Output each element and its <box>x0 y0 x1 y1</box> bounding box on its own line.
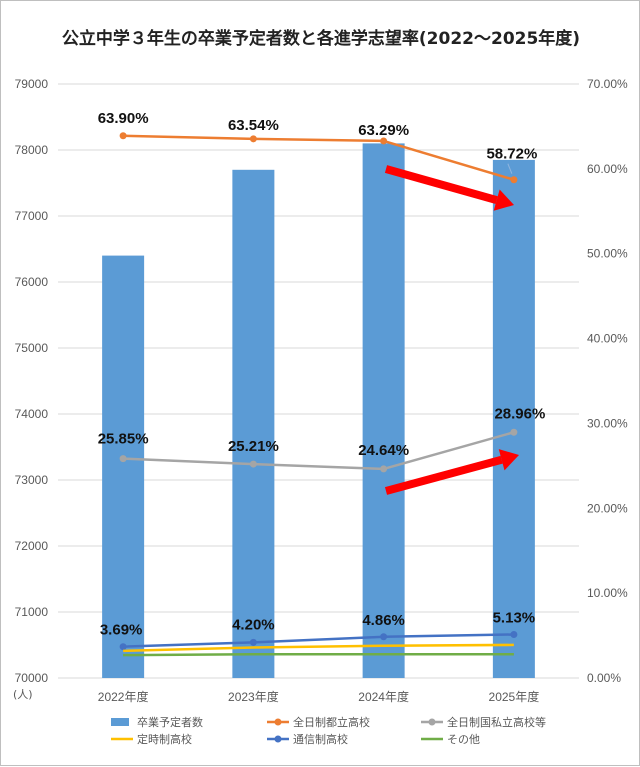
y-left-tick-label: 74000 <box>15 407 49 421</box>
bar <box>102 255 145 678</box>
series-line <box>123 633 514 648</box>
y-right-tick-label: 30.00% <box>587 416 628 430</box>
y-left-unit-label: (人) <box>13 688 33 701</box>
legend-item: 定時制高校 <box>111 732 192 746</box>
legend-label: 定時制高校 <box>137 732 192 746</box>
series-line <box>123 134 515 181</box>
x-tick-label: 2022年度 <box>98 689 149 704</box>
data-label: 58.72% <box>486 146 537 163</box>
y-right-tick-label: 10.00% <box>587 586 628 600</box>
y-right-tick-label: 20.00% <box>587 501 628 515</box>
y-right-tick-label: 70.00% <box>587 77 628 91</box>
legend-marker <box>274 735 282 743</box>
y-left-tick-label: 78000 <box>15 143 49 157</box>
y-left-tick-label: 75000 <box>15 341 49 355</box>
legend-marker <box>428 718 436 726</box>
increase-arrow-head <box>498 449 519 471</box>
data-label: 24.64% <box>358 442 409 459</box>
chart-title: 公立中学３年生の卒業予定者数と各進学志望率(2022～2025年度) <box>62 28 580 49</box>
x-tick-label: 2024年度 <box>358 689 409 704</box>
y-left-tick-label: 77000 <box>15 209 49 223</box>
y-left-tick-label: 73000 <box>15 473 49 487</box>
legend-marker <box>274 718 282 726</box>
y-left-tick-label: 71000 <box>15 605 49 619</box>
legend-label: その他 <box>447 733 480 746</box>
y-left-tick-label: 72000 <box>15 539 49 553</box>
increase-arrow-shaft <box>384 455 503 495</box>
series-point <box>510 176 518 184</box>
bar <box>492 159 535 678</box>
data-label: 4.20% <box>232 616 275 633</box>
data-label: 63.54% <box>228 117 279 134</box>
y-right-tick-label: 50.00% <box>587 247 628 261</box>
legend-item: その他 <box>421 733 480 746</box>
bar-series <box>102 143 535 679</box>
series-point <box>510 428 518 436</box>
series-point <box>510 630 518 638</box>
y-left-tick-label: 79000 <box>15 77 49 91</box>
data-label: 25.21% <box>228 438 279 455</box>
y-right-tick-label: 60.00% <box>587 162 628 176</box>
increase-arrow <box>384 449 519 495</box>
legend-label: 卒業予定者数 <box>137 715 203 729</box>
series-point <box>249 460 257 468</box>
axes: 70000 71000 72000 73000 74000 75000 76000 77000… <box>13 77 628 704</box>
gridlines <box>58 83 579 679</box>
line-series <box>119 132 518 657</box>
series-point <box>249 135 257 143</box>
y-right-tick-label: 0.00% <box>587 671 621 685</box>
series-point <box>380 633 388 641</box>
decrease-arrow <box>384 165 514 211</box>
series-point <box>249 638 257 646</box>
data-label: 63.29% <box>358 122 409 139</box>
data-label: 63.90% <box>98 110 149 127</box>
decrease-arrow-shaft <box>384 165 498 204</box>
bar <box>232 169 275 679</box>
legend-label: 通信制高校 <box>293 732 348 746</box>
legend-item: 卒業予定者数 <box>111 715 203 729</box>
series-point <box>380 465 388 473</box>
legend-item: 全日制都立高校 <box>267 715 370 729</box>
y-left-tick-label: 76000 <box>15 275 49 289</box>
series-point <box>119 132 127 140</box>
data-label: 4.86% <box>362 612 405 629</box>
legend-item: 通信制高校 <box>267 732 348 746</box>
series-point <box>380 137 388 145</box>
legend-label: 全日制都立高校 <box>293 715 370 729</box>
series-line <box>123 431 515 471</box>
y-right-tick-label: 40.00% <box>587 332 628 346</box>
series-line <box>123 643 514 653</box>
legend-label: 全日制国私立高校等 <box>447 715 546 729</box>
bar <box>362 143 405 678</box>
x-tick-label: 2025年度 <box>489 689 540 704</box>
y-left-tick-label: 70000 <box>15 671 49 685</box>
data-label: 3.69% <box>100 622 143 639</box>
decrease-arrow-head <box>493 189 514 211</box>
series-line <box>123 652 514 657</box>
data-label: 25.85% <box>98 431 149 448</box>
data-labels: 63.90% 63.54% 63.29% 58.72% 25.85% 25.21% 24.6… <box>98 110 546 639</box>
data-label-leader <box>507 163 513 174</box>
series-point <box>119 455 127 463</box>
data-label: 28.96% <box>494 405 545 422</box>
legend-item: 全日制国私立高校等 <box>421 715 546 729</box>
x-tick-label: 2023年度 <box>228 689 279 704</box>
legend-swatch <box>111 718 129 726</box>
annotations <box>384 165 519 495</box>
data-label: 5.13% <box>493 609 536 626</box>
series-point <box>119 643 127 651</box>
